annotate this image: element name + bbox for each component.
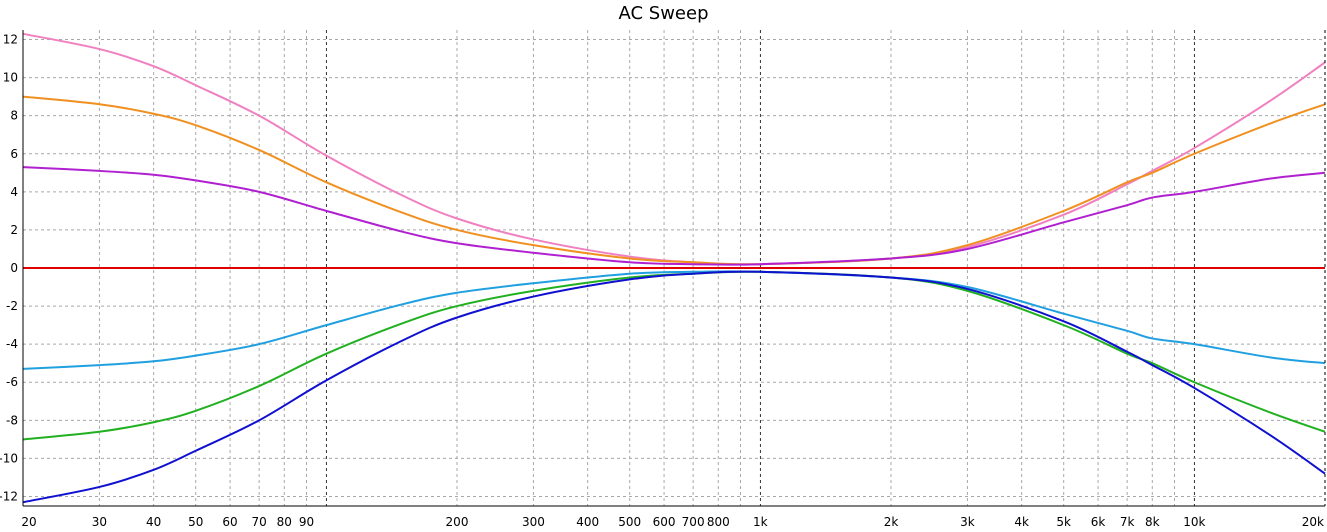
y-tick-label: 8 (10, 109, 18, 123)
x-tick-label: 3k (960, 515, 975, 529)
x-tick-label: 7k (1120, 515, 1135, 529)
chart-title: AC Sweep (618, 3, 709, 24)
series-line-green (22, 270, 1326, 441)
y-tick-label: -2 (6, 299, 18, 313)
x-tick-label: 70 (251, 515, 266, 529)
y-tick-label: 2 (10, 223, 18, 237)
x-tick-label: 20k (1302, 515, 1324, 529)
x-tick-label: 60 (222, 515, 237, 529)
x-tick-label: 400 (576, 515, 599, 529)
series-line-light-blue (22, 270, 1326, 370)
x-tick-label: 300 (522, 515, 545, 529)
y-tick-label: -6 (6, 375, 18, 389)
y-tick-label: 0 (10, 261, 18, 275)
x-tick-label: 50 (188, 515, 203, 529)
y-tick-label: -12 (0, 489, 18, 503)
series-line-purple (22, 166, 1326, 266)
x-tick-label: 90 (299, 515, 314, 529)
x-tick-label: 20 (21, 515, 36, 529)
x-tick-label: 1k (753, 515, 768, 529)
y-tick-label: -8 (6, 413, 18, 427)
x-tick-label: 30 (92, 515, 107, 529)
x-tick-label: 40 (146, 515, 161, 529)
x-tick-label: 5k (1056, 515, 1071, 529)
x-tick-label: 8k (1145, 515, 1160, 529)
y-tick-label: 4 (10, 185, 18, 199)
y-tick-label: -10 (0, 451, 18, 465)
x-tick-label: 600 (653, 515, 676, 529)
grid-layer (22, 30, 1326, 506)
x-tick-label: 800 (707, 515, 730, 529)
series-line-dark-blue (22, 270, 1326, 504)
x-tick-label: 80 (277, 515, 292, 529)
x-tick-label: 700 (682, 515, 705, 529)
x-tick-label: 500 (618, 515, 641, 529)
series-layer (22, 32, 1326, 504)
x-tick-label: 6k (1091, 515, 1106, 529)
x-tick-label: 200 (446, 515, 469, 529)
y-tick-label: 12 (3, 33, 18, 47)
x-tick-label: 10k (1183, 515, 1205, 529)
x-tick-label: 4k (1014, 515, 1029, 529)
y-tick-label: 6 (10, 147, 18, 161)
series-line-orange (22, 95, 1326, 266)
x-tick-label: 2k (884, 515, 899, 529)
y-tick-label: -4 (6, 337, 18, 351)
y-tick-label: 10 (3, 71, 18, 85)
